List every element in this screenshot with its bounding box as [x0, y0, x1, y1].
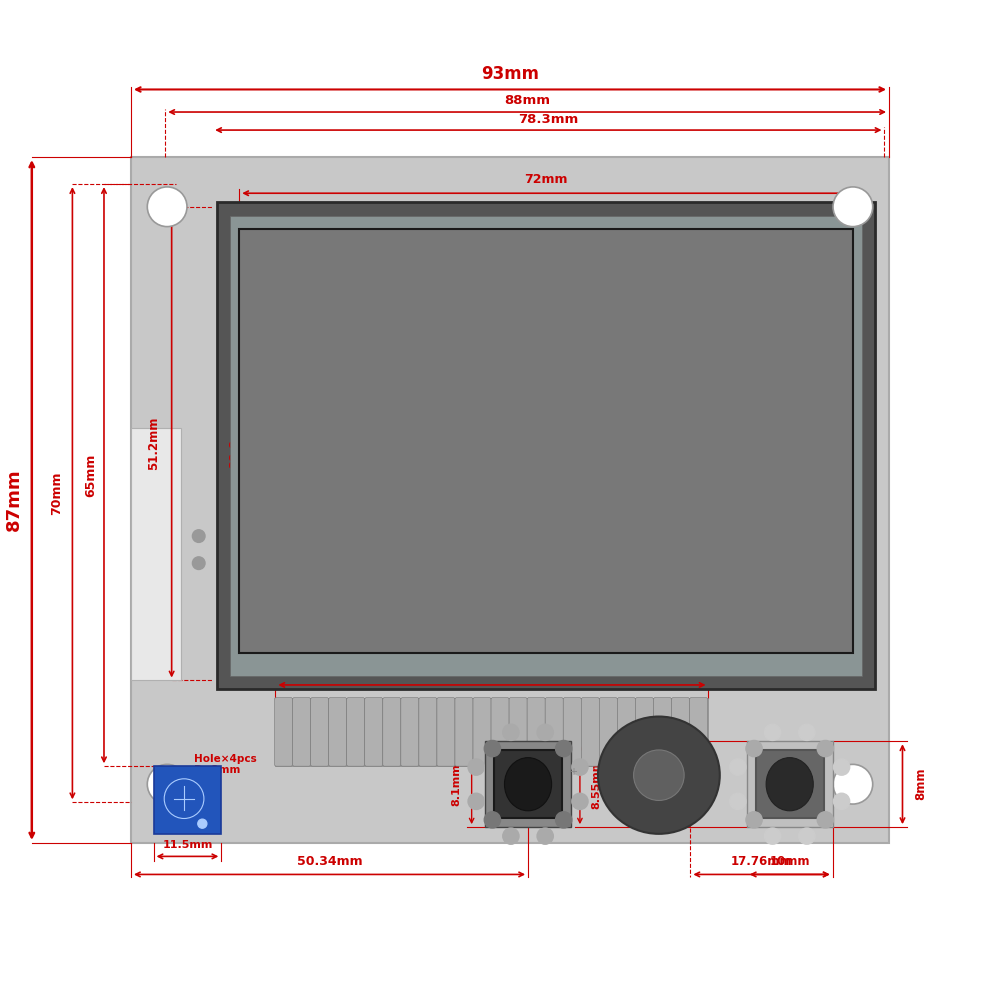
Bar: [230, 216, 862, 676]
Circle shape: [746, 812, 762, 828]
FancyBboxPatch shape: [437, 698, 455, 766]
Circle shape: [147, 187, 187, 227]
Circle shape: [468, 759, 484, 775]
FancyBboxPatch shape: [329, 698, 347, 766]
FancyBboxPatch shape: [275, 698, 293, 766]
Bar: [756, 750, 824, 818]
FancyBboxPatch shape: [455, 698, 473, 766]
Circle shape: [503, 828, 519, 844]
Circle shape: [198, 819, 207, 828]
FancyBboxPatch shape: [617, 698, 635, 766]
Circle shape: [833, 764, 873, 804]
Text: 72mm: 72mm: [524, 173, 568, 186]
FancyBboxPatch shape: [473, 698, 491, 766]
FancyBboxPatch shape: [401, 698, 419, 766]
FancyBboxPatch shape: [383, 698, 401, 766]
FancyBboxPatch shape: [527, 698, 545, 766]
Text: 70mm: 70mm: [51, 471, 64, 515]
Ellipse shape: [766, 758, 813, 811]
Ellipse shape: [598, 717, 720, 834]
FancyBboxPatch shape: [653, 698, 672, 766]
FancyBboxPatch shape: [690, 698, 708, 766]
Circle shape: [730, 793, 746, 809]
Circle shape: [484, 812, 501, 828]
Text: 93mm: 93mm: [481, 65, 539, 83]
Circle shape: [746, 740, 762, 757]
Bar: [131, 157, 889, 843]
FancyBboxPatch shape: [419, 698, 437, 766]
Circle shape: [833, 759, 850, 775]
Text: 38.8mm: 38.8mm: [228, 415, 241, 468]
FancyBboxPatch shape: [635, 698, 653, 766]
Circle shape: [503, 724, 519, 740]
Circle shape: [484, 740, 501, 757]
Bar: [154, 766, 221, 834]
Circle shape: [730, 759, 746, 775]
Circle shape: [537, 828, 553, 844]
Circle shape: [572, 793, 588, 809]
FancyBboxPatch shape: [311, 698, 329, 766]
Text: 78.3mm: 78.3mm: [518, 113, 578, 126]
Text: 87mm: 87mm: [5, 469, 23, 531]
Bar: [747, 741, 833, 827]
Text: 17.76mm: 17.76mm: [731, 855, 792, 868]
Circle shape: [572, 759, 588, 775]
Text: 10mm: 10mm: [769, 855, 810, 868]
Circle shape: [817, 812, 833, 828]
Bar: [217, 202, 875, 689]
FancyBboxPatch shape: [563, 698, 581, 766]
FancyBboxPatch shape: [599, 698, 617, 766]
Text: 8.55mm: 8.55mm: [591, 759, 601, 809]
FancyBboxPatch shape: [509, 698, 527, 766]
Bar: [239, 229, 853, 653]
Text: +: +: [569, 767, 577, 777]
Text: 8mm: 8mm: [914, 768, 927, 800]
FancyBboxPatch shape: [545, 698, 563, 766]
FancyBboxPatch shape: [581, 698, 599, 766]
Circle shape: [817, 740, 833, 757]
Circle shape: [764, 828, 781, 844]
FancyBboxPatch shape: [491, 698, 509, 766]
Circle shape: [833, 187, 873, 227]
Bar: [131, 428, 181, 680]
FancyBboxPatch shape: [365, 698, 383, 766]
Text: 50.34mm: 50.34mm: [297, 855, 362, 868]
Circle shape: [634, 750, 684, 800]
Circle shape: [764, 724, 781, 740]
Text: 65mm: 65mm: [84, 454, 97, 497]
Circle shape: [833, 793, 850, 809]
Circle shape: [799, 724, 815, 740]
Text: 51.2mm: 51.2mm: [147, 417, 160, 470]
Circle shape: [799, 828, 815, 844]
FancyBboxPatch shape: [347, 698, 365, 766]
Circle shape: [147, 764, 187, 804]
FancyBboxPatch shape: [293, 698, 311, 766]
Text: 11.5mm: 11.5mm: [162, 840, 213, 850]
Text: 8.1mm: 8.1mm: [451, 763, 461, 806]
Circle shape: [468, 793, 484, 809]
Text: Hole×4pcs
D=3mm: Hole×4pcs D=3mm: [194, 754, 257, 775]
Circle shape: [192, 530, 205, 542]
Text: 48.26mm: 48.26mm: [459, 663, 525, 676]
Bar: [494, 750, 562, 818]
Bar: [275, 698, 708, 766]
Circle shape: [556, 812, 572, 828]
Ellipse shape: [504, 758, 552, 811]
Text: 88mm: 88mm: [504, 94, 550, 107]
Circle shape: [537, 724, 553, 740]
FancyBboxPatch shape: [672, 698, 690, 766]
Circle shape: [192, 557, 205, 569]
Circle shape: [556, 740, 572, 757]
Bar: [485, 741, 571, 827]
